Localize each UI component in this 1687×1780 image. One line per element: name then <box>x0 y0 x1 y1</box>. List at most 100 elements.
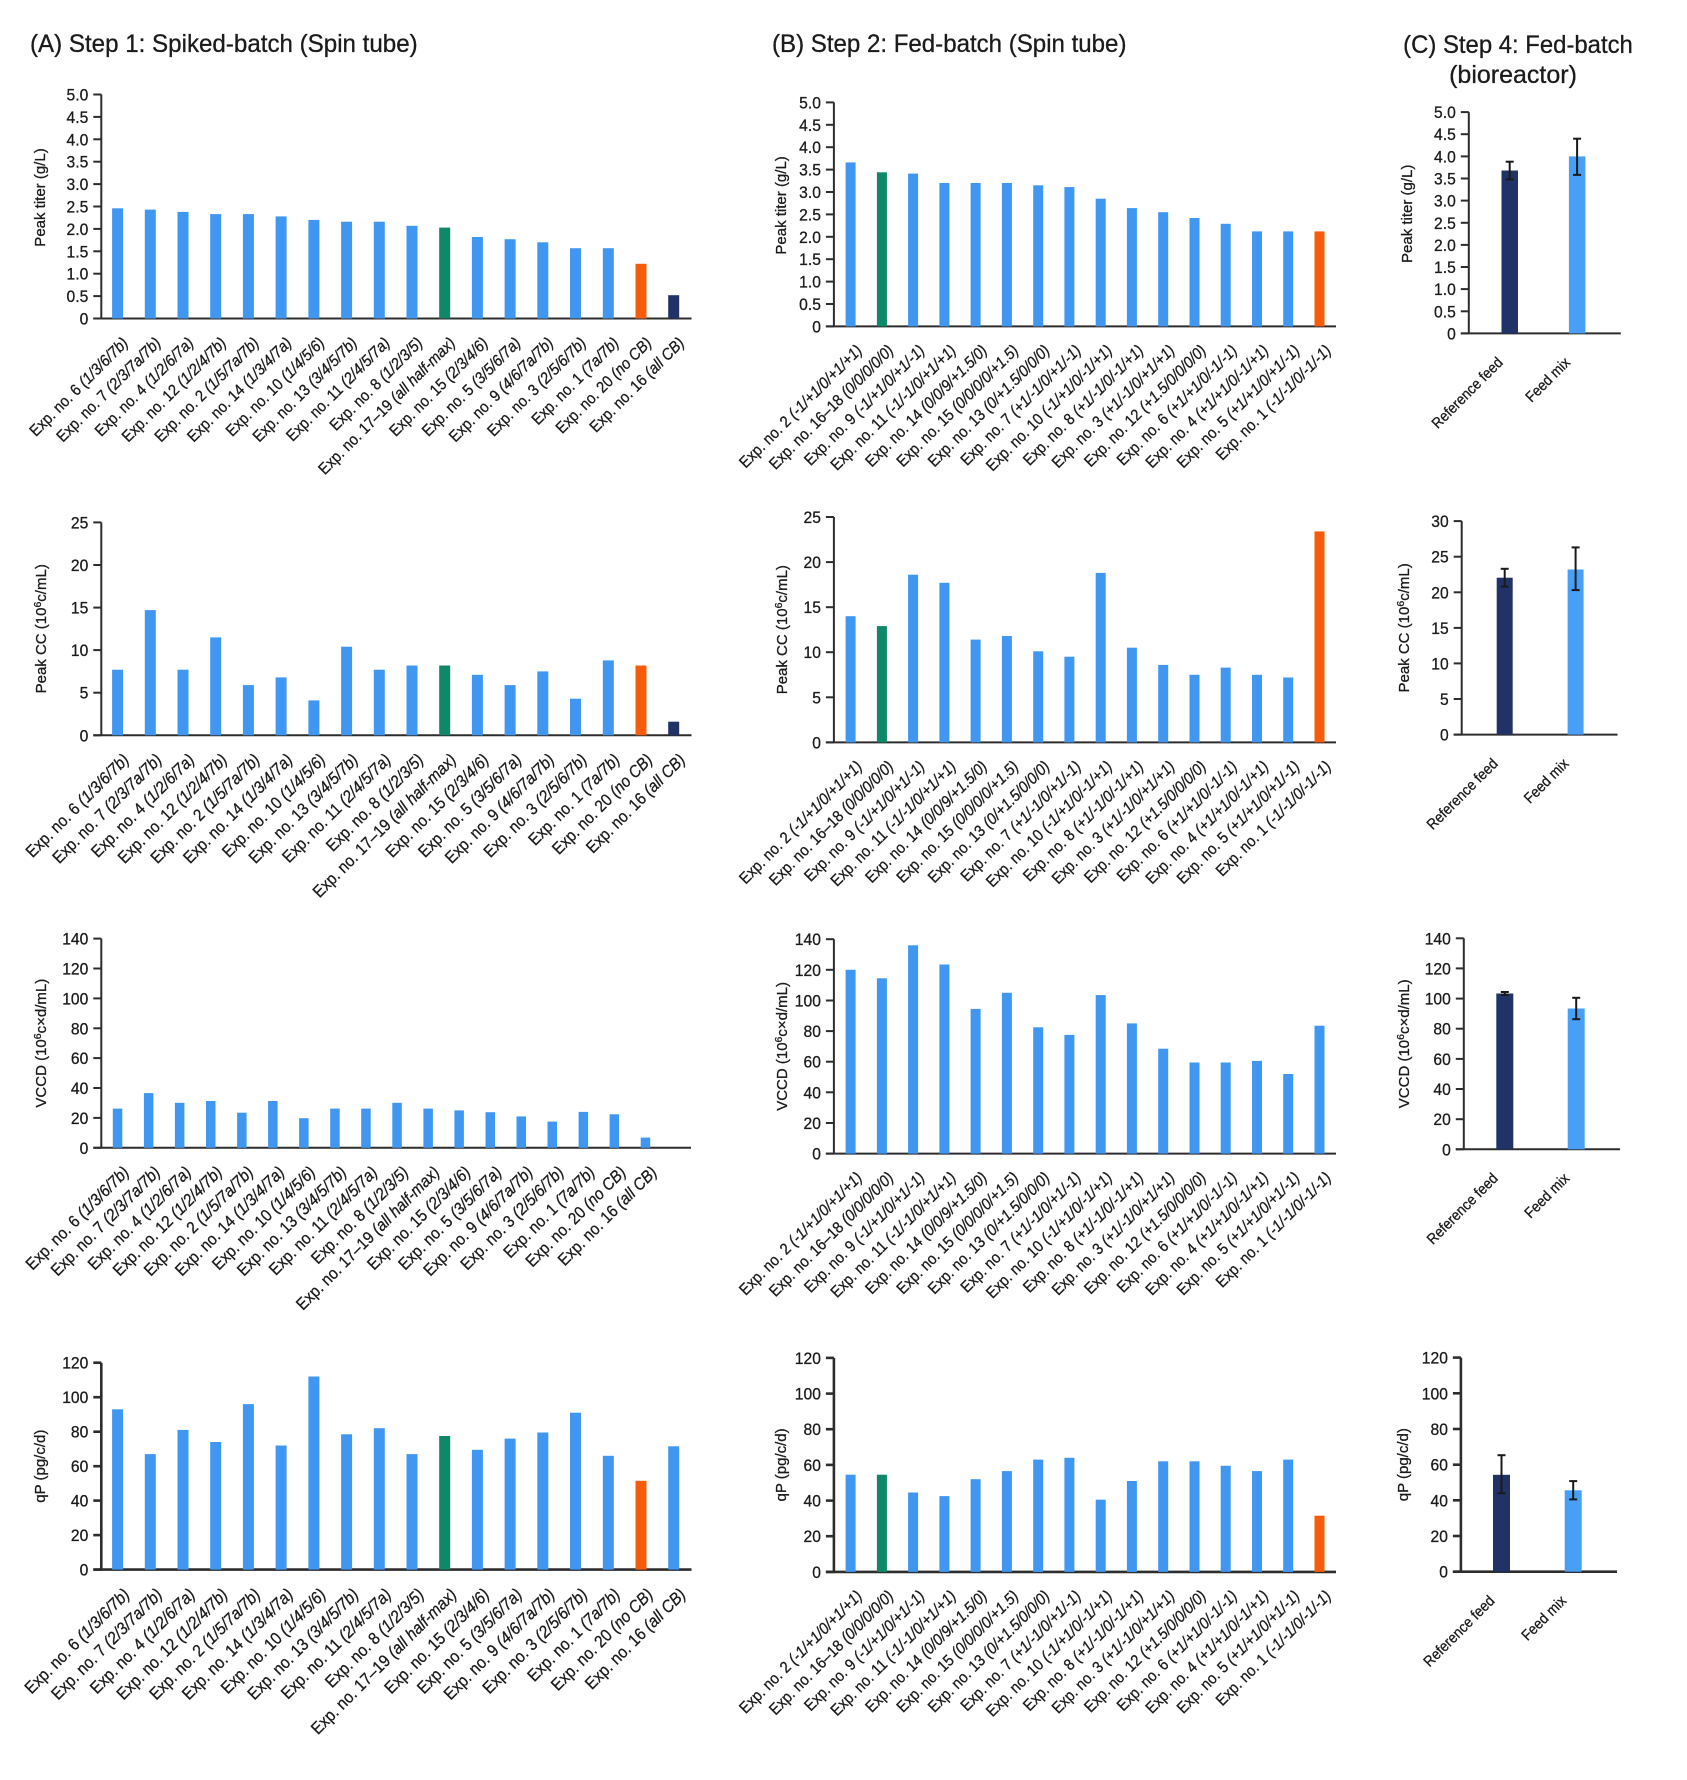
svg-text:25: 25 <box>804 508 821 527</box>
svg-text:1.5: 1.5 <box>799 251 821 270</box>
svg-text:Peak CC (106​c/mL): Peak CC (106​c/mL) <box>773 565 791 694</box>
svg-text:0.5: 0.5 <box>799 295 821 314</box>
svg-text:80: 80 <box>804 1421 821 1440</box>
svg-text:120: 120 <box>795 1349 821 1368</box>
svg-text:0: 0 <box>80 310 89 329</box>
svg-text:20: 20 <box>1433 1111 1450 1130</box>
svg-text:1.0: 1.0 <box>1434 281 1456 300</box>
svg-text:80: 80 <box>71 1020 88 1039</box>
svg-text:40: 40 <box>1431 1492 1448 1511</box>
svg-text:qP (pg/c/d): qP (pg/c/d) <box>773 1428 790 1501</box>
svg-text:25: 25 <box>71 514 88 533</box>
svg-text:3.5: 3.5 <box>1434 170 1456 189</box>
svg-text:4.5: 4.5 <box>799 116 821 135</box>
svg-text:2.0: 2.0 <box>799 228 821 247</box>
svg-text:20: 20 <box>71 1109 88 1128</box>
svg-text:0: 0 <box>1439 1563 1448 1582</box>
svg-text:1.0: 1.0 <box>67 265 89 284</box>
svg-text:25: 25 <box>1431 548 1448 567</box>
svg-text:120: 120 <box>1422 1349 1448 1368</box>
svg-text:100: 100 <box>1422 1385 1448 1404</box>
svg-text:60: 60 <box>804 1053 821 1072</box>
svg-text:120: 120 <box>1425 960 1451 979</box>
svg-text:120: 120 <box>62 960 88 979</box>
svg-text:5.0: 5.0 <box>1434 104 1456 123</box>
svg-text:40: 40 <box>71 1492 88 1511</box>
svg-text:3.0: 3.0 <box>799 183 821 202</box>
svg-text:0: 0 <box>80 1561 89 1580</box>
svg-text:0: 0 <box>812 1563 821 1582</box>
svg-text:40: 40 <box>804 1492 821 1511</box>
svg-text:qP (pg/c/d): qP (pg/c/d) <box>32 1430 49 1503</box>
svg-text:1.5: 1.5 <box>67 243 89 262</box>
svg-text:80: 80 <box>1431 1420 1448 1439</box>
svg-text:140: 140 <box>1425 930 1451 949</box>
svg-text:60: 60 <box>1431 1456 1448 1475</box>
svg-text:2.0: 2.0 <box>67 220 89 239</box>
svg-text:3.5: 3.5 <box>799 161 821 180</box>
svg-text:80: 80 <box>71 1423 88 1442</box>
svg-text:15: 15 <box>71 599 88 618</box>
svg-text:100: 100 <box>795 1385 821 1404</box>
svg-text:100: 100 <box>795 992 821 1011</box>
svg-text:(bioreactor): (bioreactor) <box>1449 61 1577 89</box>
svg-text:20: 20 <box>1431 1527 1448 1546</box>
svg-text:2.5: 2.5 <box>799 206 821 225</box>
svg-text:4.0: 4.0 <box>799 139 821 158</box>
svg-text:Peak CC (106​c/mL): Peak CC (106​c/mL) <box>1395 563 1413 692</box>
svg-text:5: 5 <box>812 689 821 708</box>
svg-text:40: 40 <box>804 1084 821 1103</box>
svg-text:20: 20 <box>804 1114 821 1133</box>
svg-text:0: 0 <box>80 727 89 746</box>
svg-text:0: 0 <box>80 1139 89 1158</box>
svg-text:4.5: 4.5 <box>1434 126 1456 145</box>
svg-text:20: 20 <box>1431 584 1448 603</box>
svg-text:2.5: 2.5 <box>1434 214 1456 233</box>
svg-text:30: 30 <box>1431 513 1448 532</box>
svg-text:Peak titer (g/L): Peak titer (g/L) <box>1399 165 1416 263</box>
svg-text:0: 0 <box>812 1145 821 1164</box>
svg-text:0.5: 0.5 <box>1434 303 1456 322</box>
svg-text:140: 140 <box>62 930 88 949</box>
svg-text:140: 140 <box>795 931 821 950</box>
svg-text:qP (pg/c/d): qP (pg/c/d) <box>1395 1428 1412 1501</box>
svg-text:Peak titer (g/L): Peak titer (g/L) <box>32 148 49 246</box>
svg-text:100: 100 <box>62 1389 88 1408</box>
svg-text:40: 40 <box>1433 1080 1450 1099</box>
svg-text:0.5: 0.5 <box>67 288 89 307</box>
svg-text:120: 120 <box>62 1354 88 1373</box>
svg-text:(B) Step 2: Fed-batch (Spin tu: (B) Step 2: Fed-batch (Spin tube) <box>772 31 1126 59</box>
svg-text:0: 0 <box>812 734 821 753</box>
svg-text:80: 80 <box>804 1023 821 1042</box>
svg-text:60: 60 <box>1433 1050 1450 1069</box>
svg-text:0: 0 <box>1447 325 1456 344</box>
svg-text:3.0: 3.0 <box>67 176 89 195</box>
svg-text:5.0: 5.0 <box>799 94 821 113</box>
svg-text:10: 10 <box>71 642 88 661</box>
svg-text:VCCD (106​c×d/mL): VCCD (106​c×d/mL) <box>773 982 791 1111</box>
svg-text:20: 20 <box>71 1527 88 1546</box>
svg-text:60: 60 <box>71 1458 88 1477</box>
svg-text:5.0: 5.0 <box>67 86 89 105</box>
svg-text:120: 120 <box>795 961 821 980</box>
svg-text:1.5: 1.5 <box>1434 258 1456 277</box>
svg-text:Peak titer (g/L): Peak titer (g/L) <box>773 156 790 254</box>
svg-text:15: 15 <box>1431 619 1448 638</box>
svg-text:10: 10 <box>1431 655 1448 674</box>
svg-text:5: 5 <box>80 684 89 703</box>
svg-text:100: 100 <box>1425 990 1451 1009</box>
svg-text:15: 15 <box>804 599 821 618</box>
svg-text:5: 5 <box>1440 690 1449 709</box>
svg-text:1.0: 1.0 <box>799 273 821 292</box>
svg-text:20: 20 <box>804 554 821 573</box>
svg-text:40: 40 <box>71 1079 88 1098</box>
svg-text:2.0: 2.0 <box>1434 236 1456 255</box>
svg-text:VCCD (106​c×d/mL): VCCD (106​c×d/mL) <box>1395 979 1413 1108</box>
svg-text:20: 20 <box>804 1528 821 1547</box>
svg-text:80: 80 <box>1433 1020 1450 1039</box>
svg-text:4.0: 4.0 <box>1434 148 1456 167</box>
svg-text:VCCD (106​c×d/mL): VCCD (106​c×d/mL) <box>32 979 50 1108</box>
svg-text:3.0: 3.0 <box>1434 192 1456 211</box>
svg-text:3.5: 3.5 <box>67 153 89 172</box>
svg-text:60: 60 <box>804 1456 821 1475</box>
